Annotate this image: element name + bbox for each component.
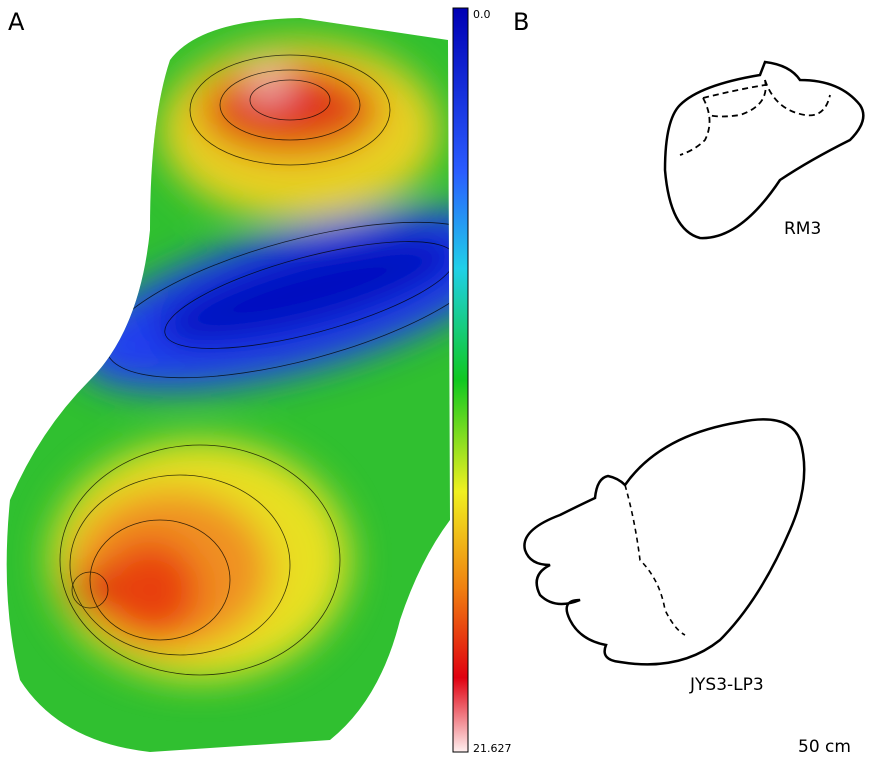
panel-label: B xyxy=(513,8,529,36)
colorbar xyxy=(452,7,469,753)
scale-label: 50 cm xyxy=(798,737,851,757)
outline-label: JYS3-LP3 xyxy=(689,675,764,695)
outline-rm3 xyxy=(663,60,865,240)
colorbar-label: 0.0 xyxy=(473,8,491,21)
height-map xyxy=(6,18,451,752)
outline-label: RM3 xyxy=(784,219,821,239)
panel-label: A xyxy=(8,8,25,36)
outline-jys3 xyxy=(523,418,806,666)
colorbar-label: 21.627 xyxy=(473,742,512,755)
